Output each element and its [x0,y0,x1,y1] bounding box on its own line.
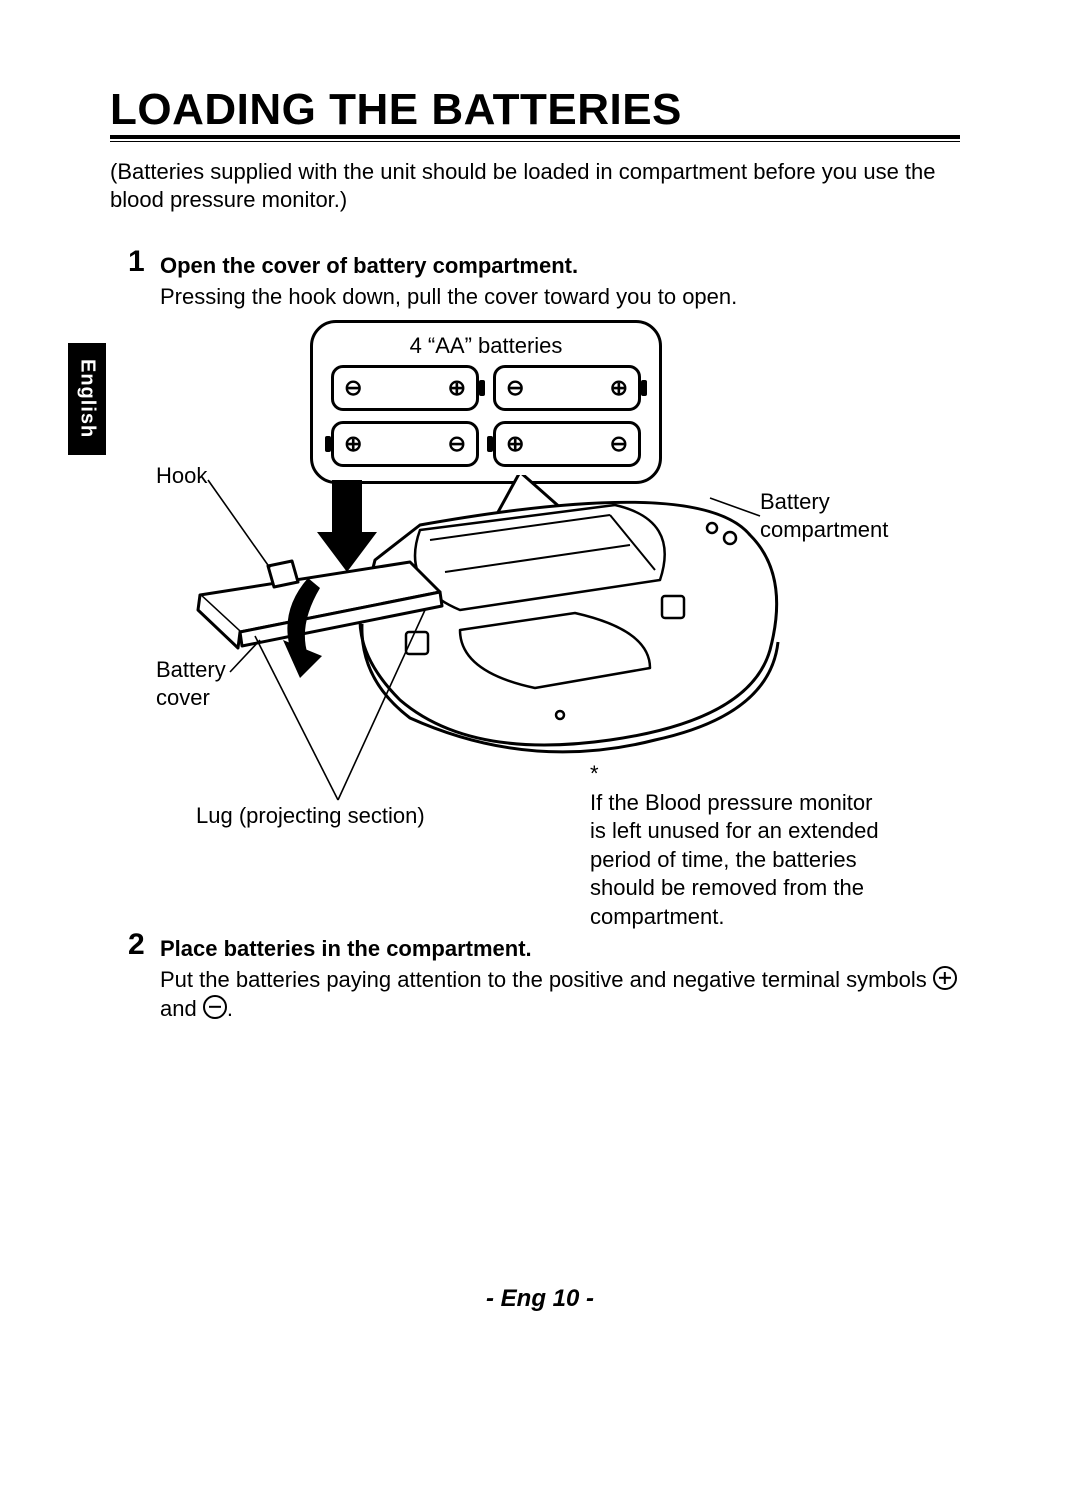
step-1-title: Open the cover of battery compartment. [160,253,578,279]
step-2-body-mid: and [160,996,203,1021]
battery-diagram: 4 “AA” batteries ⊖ ⊕ ⊖ ⊕ ⊕ ⊖ [110,320,940,900]
step-1-body: Pressing the hook down, pull the cover t… [160,283,970,312]
label-battery-cover: Battery cover [156,656,226,711]
step-2-body-prefix: Put the batteries paying attention to th… [160,967,933,992]
step-2-body: Put the batteries paying attention to th… [160,966,970,1023]
step-1-number: 1 [128,245,145,279]
step-2-title: Place batteries in the compartment. [160,936,532,962]
intro-text: (Batteries supplied with the unit should… [110,158,970,213]
title-rule-thick [110,135,960,139]
note-text: If the Blood pressure monitor is left un… [590,789,886,932]
language-tab-label: English [76,359,99,438]
label-lug: Lug (projecting section) [196,802,425,830]
page-title: LOADING THE BATTERIES [110,85,682,135]
minus-symbol-icon [203,995,227,1019]
language-tab: English [68,343,106,455]
note-asterisk: * [590,760,608,789]
label-hook: Hook [156,462,207,490]
step-2-body-suffix: . [227,996,233,1021]
plus-symbol-icon [933,966,957,990]
note-box: * If the Blood pressure monitor is left … [590,760,910,932]
title-rule-thin [110,141,960,142]
label-battery-compartment: Battery compartment [760,488,888,543]
page-footer: - Eng 10 - [0,1285,1080,1313]
manual-page: LOADING THE BATTERIES (Batteries supplie… [0,0,1080,1498]
step-2-number: 2 [128,928,145,962]
